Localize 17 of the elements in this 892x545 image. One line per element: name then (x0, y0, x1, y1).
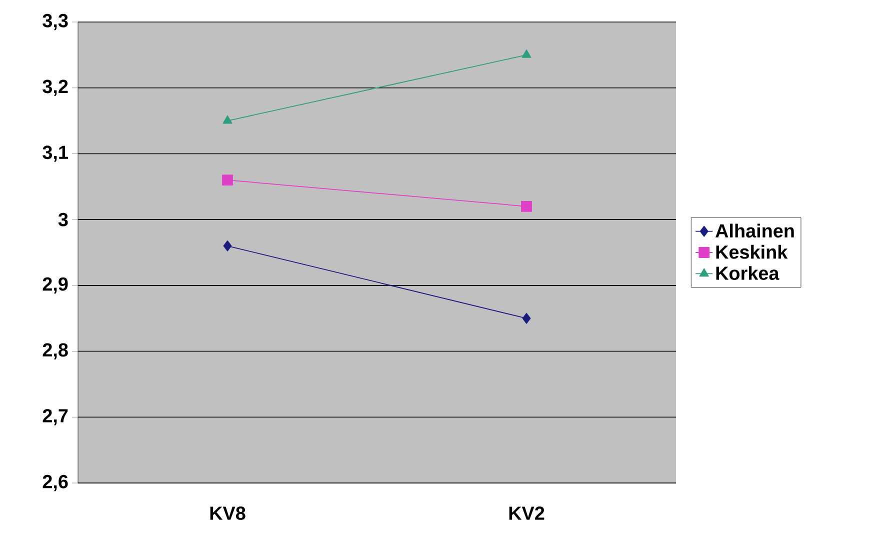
y-tick-label: 3 (58, 212, 68, 226)
y-tick-label: 3,2 (42, 80, 68, 96)
point (521, 200, 532, 212)
x-tick-label: KV2 (509, 506, 544, 520)
point (223, 240, 232, 252)
y-tick-label: 2,9 (42, 277, 68, 294)
y-tick-label: 2,8 (42, 343, 68, 360)
y-tick-label: 3,1 (42, 146, 68, 162)
legend-label: Alhainen (716, 224, 794, 238)
y-tick-label: 2,7 (42, 409, 68, 426)
point (522, 312, 531, 324)
x-tick-label: KV8 (210, 506, 246, 520)
y-tick-label: 2,6 (42, 474, 68, 492)
legend-label: Keskink (716, 244, 788, 259)
point (222, 174, 233, 186)
y-tick-label: 3,3 (42, 14, 68, 30)
legend-label: Korkea (716, 266, 780, 280)
